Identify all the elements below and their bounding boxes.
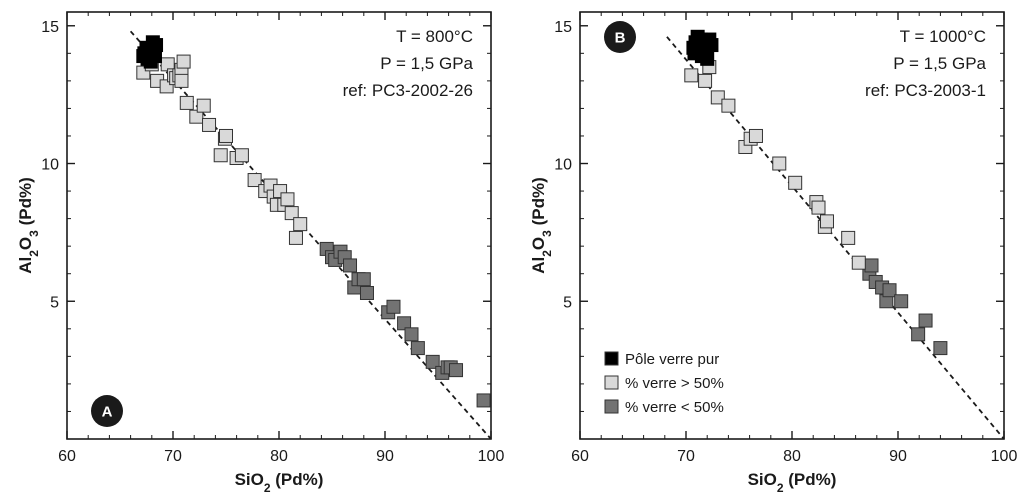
data-point — [851, 255, 866, 270]
annotation-text: P = 1,5 GPa — [380, 54, 473, 73]
data-point — [179, 95, 194, 110]
legend-swatch — [604, 351, 619, 366]
panel-a: 60 70 80 90 100 5 10 15 SiO2 (Pd%) Al2O3 (Pd%) T =… — [16, 11, 505, 495]
legend-swatch — [604, 399, 619, 414]
data-point — [189, 109, 204, 124]
x-tick-label: 100 — [478, 448, 505, 465]
data-point — [397, 316, 412, 331]
legend-label: Pôle verre pur — [625, 351, 719, 368]
data-point — [234, 148, 249, 163]
data-point — [213, 148, 228, 163]
y-tick-label: 5 — [563, 294, 572, 311]
x-tick-label: 70 — [677, 448, 695, 465]
annotation-text: ref: PC3-2002-26 — [343, 81, 473, 100]
panel-badge — [604, 21, 636, 53]
data-point — [359, 285, 374, 300]
data-point — [247, 173, 262, 188]
legend-swatch — [604, 375, 619, 390]
data-point — [425, 354, 440, 369]
x-tick-label: 90 — [889, 448, 907, 465]
data-point — [841, 230, 856, 245]
data-point — [788, 175, 803, 190]
annotation-text: T = 800°C — [396, 27, 473, 46]
data-point — [293, 217, 308, 232]
annotation-text: ref: PC3-2003-1 — [865, 81, 986, 100]
y-tick-label: 10 — [554, 157, 572, 174]
data-point — [864, 258, 879, 273]
data-point — [693, 32, 708, 47]
data-point — [356, 272, 371, 287]
data-point — [410, 341, 425, 356]
x-tick-label: 70 — [164, 448, 182, 465]
data-point — [772, 156, 787, 171]
y-tick-label: 10 — [41, 157, 59, 174]
plot-frame — [66, 11, 492, 440]
data-point — [811, 200, 826, 215]
y-tick-label: 5 — [50, 294, 59, 311]
y-tick-label: 15 — [41, 19, 59, 36]
data-point — [933, 341, 948, 356]
data-point — [721, 98, 736, 113]
data-point — [684, 68, 699, 83]
x-tick-label: 60 — [571, 448, 589, 465]
data-point — [176, 54, 191, 69]
data-point — [700, 51, 715, 66]
x-tick-label: 80 — [270, 448, 288, 465]
legend-label: % verre > 50% — [625, 375, 724, 392]
data-point — [819, 214, 834, 229]
data-point — [918, 313, 933, 328]
x-tick-label: 60 — [58, 448, 76, 465]
x-tick-label: 80 — [783, 448, 801, 465]
data-point — [404, 327, 419, 342]
data-point — [288, 230, 303, 245]
x-axis-title: SiO2 (Pd%) — [235, 470, 324, 495]
data-point — [882, 283, 897, 298]
data-point — [449, 363, 464, 378]
data-point — [280, 192, 295, 207]
data-point — [196, 98, 211, 113]
trend-line — [666, 36, 1005, 440]
data-point — [698, 73, 713, 88]
y-tick-label: 15 — [554, 19, 572, 36]
x-axis-title: SiO2 (Pd%) — [748, 470, 837, 495]
panel-badge — [91, 395, 123, 427]
data-point — [386, 299, 401, 314]
annotation-text: P = 1,5 GPa — [893, 54, 986, 73]
x-tick-label: 100 — [991, 448, 1018, 465]
data-point — [710, 90, 725, 105]
data-point — [174, 73, 189, 88]
x-tick-label: 90 — [376, 448, 394, 465]
data-point — [476, 393, 491, 408]
data-point — [219, 128, 233, 143]
data-point — [284, 206, 299, 221]
data-point — [894, 294, 909, 309]
y-axis-title: Al2O3 (Pd%) — [529, 177, 554, 274]
panel-badge-label: B — [615, 30, 626, 47]
y-axis-title: Al2O3 (Pd%) — [16, 177, 41, 274]
data-point — [911, 327, 926, 342]
panel-b: 60 70 80 90 100 5 10 15 SiO2 (Pd%) Al2O3 (Pd%) T =… — [529, 11, 1018, 495]
data-point — [202, 117, 217, 132]
panel-badge-label: A — [102, 404, 113, 421]
legend-label: % verre < 50% — [625, 399, 724, 416]
annotation-text: T = 1000°C — [900, 27, 986, 46]
data-point — [748, 128, 763, 143]
data-point — [343, 258, 358, 273]
data-point — [141, 43, 156, 58]
